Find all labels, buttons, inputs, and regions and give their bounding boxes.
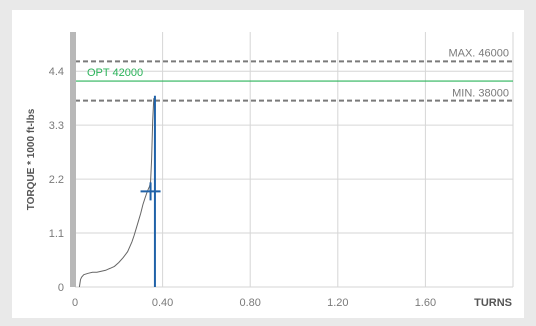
series-layer [78, 98, 155, 288]
y-tick-labels: 0 1.1 2.2 3.3 4.4 [49, 66, 64, 294]
x-gridlines [162, 32, 514, 287]
y-tick-label: 2.2 [49, 174, 64, 186]
markers-layer [140, 95, 161, 287]
x-tick-label: 0.80 [239, 297, 260, 309]
x-tick-labels: 0 0.40 0.80 1.20 1.60 [72, 297, 436, 309]
x-axis-label: TURNS [474, 297, 512, 309]
plot-background [12, 10, 524, 318]
x-tick-label: 0 [72, 297, 78, 309]
series-line [78, 98, 155, 288]
reference-line-label: MAX. 46000 [448, 47, 509, 59]
reference-line-label: MIN. 38000 [452, 88, 509, 100]
x-tick-label: 1.20 [327, 297, 348, 309]
y-gridlines [75, 70, 513, 288]
y-tick-label: 0 [58, 282, 64, 294]
y-axis-label: TORQUE * 1000 ft-lbs [26, 108, 37, 210]
reference-lines: MAX. 46000 OPT 42000 MIN. 38000 [75, 47, 513, 102]
y-tick-label: 3.3 [49, 120, 64, 132]
x-tick-label: 0.40 [152, 297, 173, 309]
x-tick-label: 1.60 [415, 297, 436, 309]
reference-line-label: OPT 42000 [87, 67, 143, 79]
y-tick-label: 4.4 [49, 66, 64, 78]
y-tick-label: 1.1 [49, 228, 64, 240]
